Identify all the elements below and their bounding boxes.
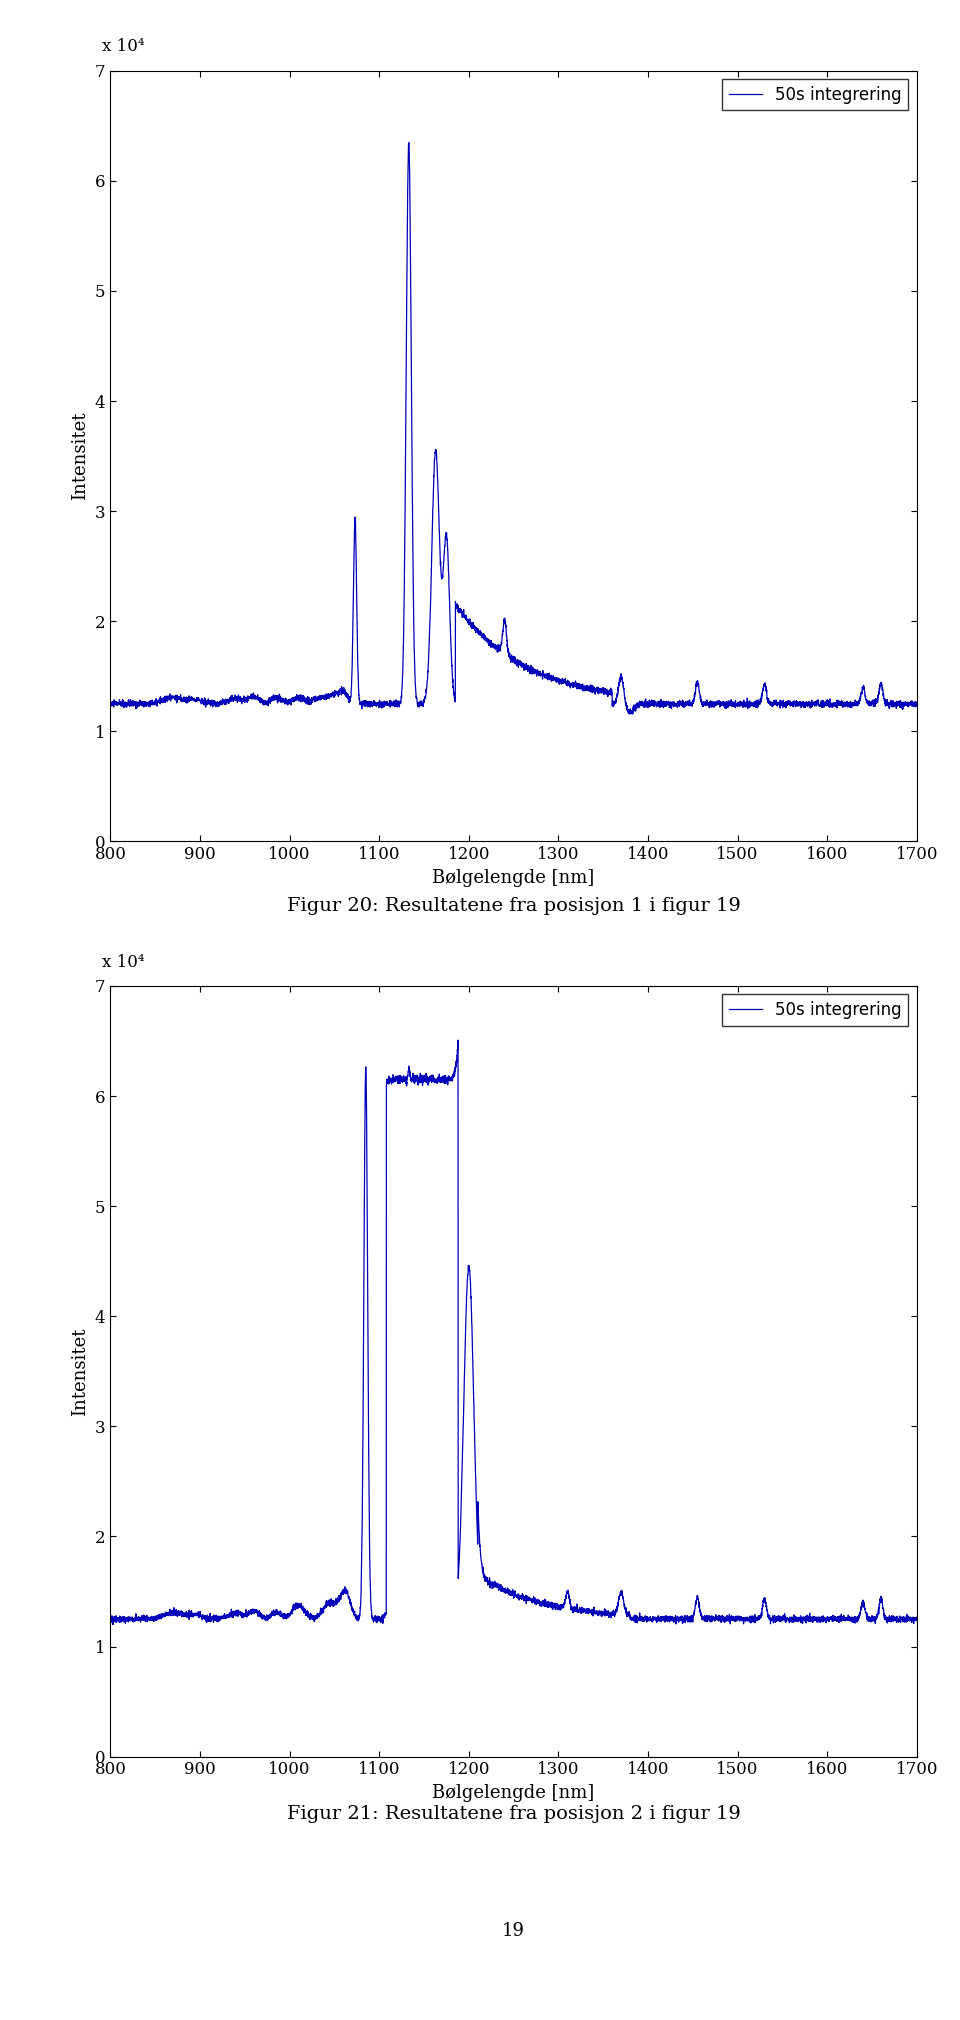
X-axis label: Bølgelengde [nm]: Bølgelengde [nm] (432, 869, 595, 887)
Legend: 50s integrering: 50s integrering (722, 994, 908, 1026)
Text: x 10⁴: x 10⁴ (103, 953, 145, 970)
X-axis label: Bølgelengde [nm]: Bølgelengde [nm] (432, 1784, 595, 1802)
Y-axis label: Intensitet: Intensitet (71, 412, 89, 501)
Legend: 50s integrering: 50s integrering (722, 79, 908, 111)
Y-axis label: Intensitet: Intensitet (71, 1327, 89, 1416)
Text: Figur 21: Resultatene fra posisjon 2 i figur 19: Figur 21: Resultatene fra posisjon 2 i f… (287, 1806, 740, 1824)
Text: Figur 20: Resultatene fra posisjon 1 i figur 19: Figur 20: Resultatene fra posisjon 1 i f… (287, 897, 740, 915)
Text: x 10⁴: x 10⁴ (103, 38, 145, 55)
Text: 19: 19 (502, 1921, 525, 1939)
